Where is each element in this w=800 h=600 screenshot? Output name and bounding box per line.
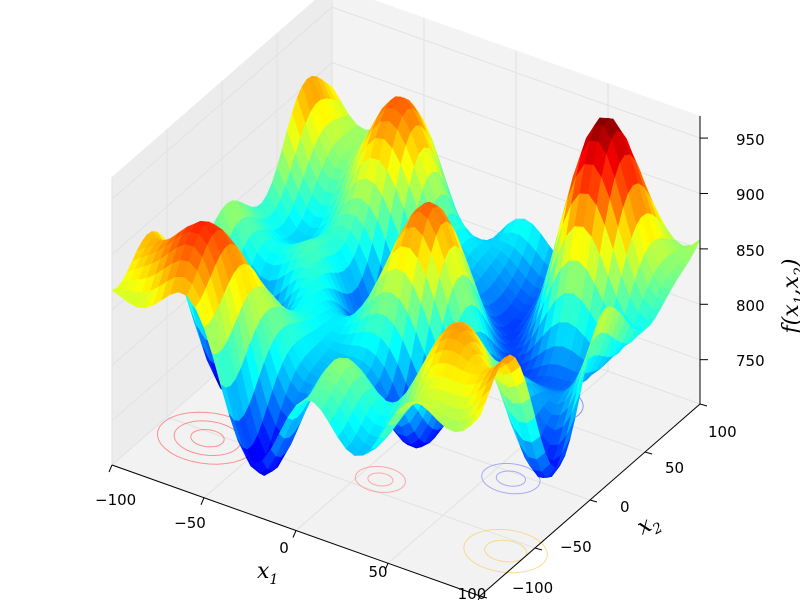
contour-line	[190, 428, 225, 448]
x-axis-tick-labels: −100 −50 0 50 100	[95, 491, 486, 600]
z-axis-tick-labels: 750 800 850 900 950	[736, 131, 765, 370]
y-tick-mark	[534, 547, 543, 551]
y-tick-label: 50	[665, 459, 684, 477]
y-tick-label: 100	[708, 423, 737, 441]
contour-line	[354, 466, 407, 493]
z-tick-label: 950	[736, 131, 765, 149]
y-tick-mark	[589, 499, 598, 503]
contour-line	[495, 470, 527, 487]
z-tick-label: 750	[736, 352, 765, 370]
x-tick-label: 50	[368, 563, 387, 581]
surface-facet	[471, 402, 486, 426]
y-axis-tick-labels: −100 −50 0 50 100	[512, 423, 737, 597]
grid-line	[166, 128, 536, 549]
y-tick-label: −50	[560, 538, 592, 556]
surface-mesh	[111, 75, 701, 479]
x-tick-mark	[108, 464, 113, 473]
grid-line	[111, 61, 701, 255]
y-tick-label: 0	[620, 498, 630, 516]
x-tick-mark	[384, 563, 389, 571]
y-axis-label: x2	[633, 508, 666, 544]
z-tick-label: 850	[736, 242, 765, 260]
z-tick-label: 900	[736, 186, 765, 204]
z-tick-label: 800	[736, 297, 765, 315]
contour-line	[484, 539, 528, 563]
x-tick-label: −50	[174, 514, 206, 532]
tick-marks	[108, 137, 708, 600]
grid-line	[111, 6, 701, 200]
x-tick-label: 0	[279, 539, 289, 557]
y-tick-mark	[479, 595, 488, 599]
y-tick-mark	[644, 451, 653, 455]
x-tick-mark	[292, 530, 297, 538]
x-tick-label: 100	[458, 585, 487, 600]
y-tick-mark	[699, 403, 708, 407]
x-tick-label: −100	[95, 491, 136, 509]
x-tick-mark	[200, 497, 205, 505]
contour-line	[367, 472, 394, 487]
x-axis-label: x1	[257, 559, 278, 588]
z-axis-label: f(x1,x2)	[779, 258, 800, 335]
y-tick-label: −100	[512, 579, 553, 597]
